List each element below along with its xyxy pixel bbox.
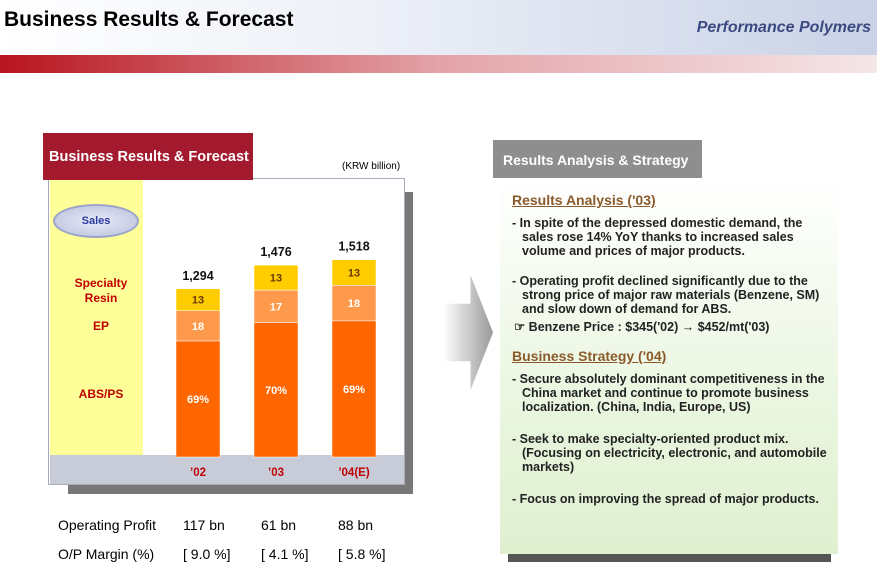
legend-oval: Sales <box>53 204 139 238</box>
bullet-item: - Focus on improving the spread of major… <box>512 492 819 506</box>
arrow <box>443 275 493 390</box>
series-label: ABS/PS <box>78 387 124 401</box>
analysis-title: Results Analysis & Strategy <box>493 140 702 178</box>
series-label: Specialty Resin <box>74 276 128 305</box>
table-cell: 88 bn <box>338 517 374 533</box>
category-band <box>50 455 404 484</box>
table-cell: 117 bn <box>183 517 225 533</box>
header-stripe <box>0 55 877 73</box>
section-heading: Results Analysis ('03) <box>512 192 656 208</box>
bullet-item: - Seek to make specialty-oriented produc… <box>512 432 827 474</box>
section-heading: Business Strategy ('04) <box>512 348 667 364</box>
analysis-box: Results Analysis ('03) - In spite of the … <box>500 178 838 554</box>
table-cell: O/P Margin (%) <box>58 546 155 562</box>
bullet-item: - In spite of the depressed domestic dem… <box>512 216 803 258</box>
table-cell: [ 4.1 %] <box>261 546 309 562</box>
bullet-item: - Operating profit declined significantl… <box>512 274 820 316</box>
chart-title: Business Results & Forecast <box>43 133 253 180</box>
header-band <box>0 0 877 55</box>
unit-label: (KRW billion) <box>342 161 401 172</box>
table-cell: [ 5.8 %] <box>338 546 386 562</box>
note: ☞ Benzene Price : $345('02) → $452/mt('0… <box>514 320 770 334</box>
table-cell: Operating Profit <box>58 517 157 533</box>
section-title: Performance Polymers <box>696 19 871 36</box>
table-cell: [ 9.0 %] <box>183 546 231 562</box>
table-cell: 61 bn <box>261 517 297 533</box>
bullet-item: - Secure absolutely dominant competitive… <box>512 372 825 414</box>
series-label: EP <box>92 319 109 333</box>
page-title: Business Results & Forecast <box>4 8 294 31</box>
